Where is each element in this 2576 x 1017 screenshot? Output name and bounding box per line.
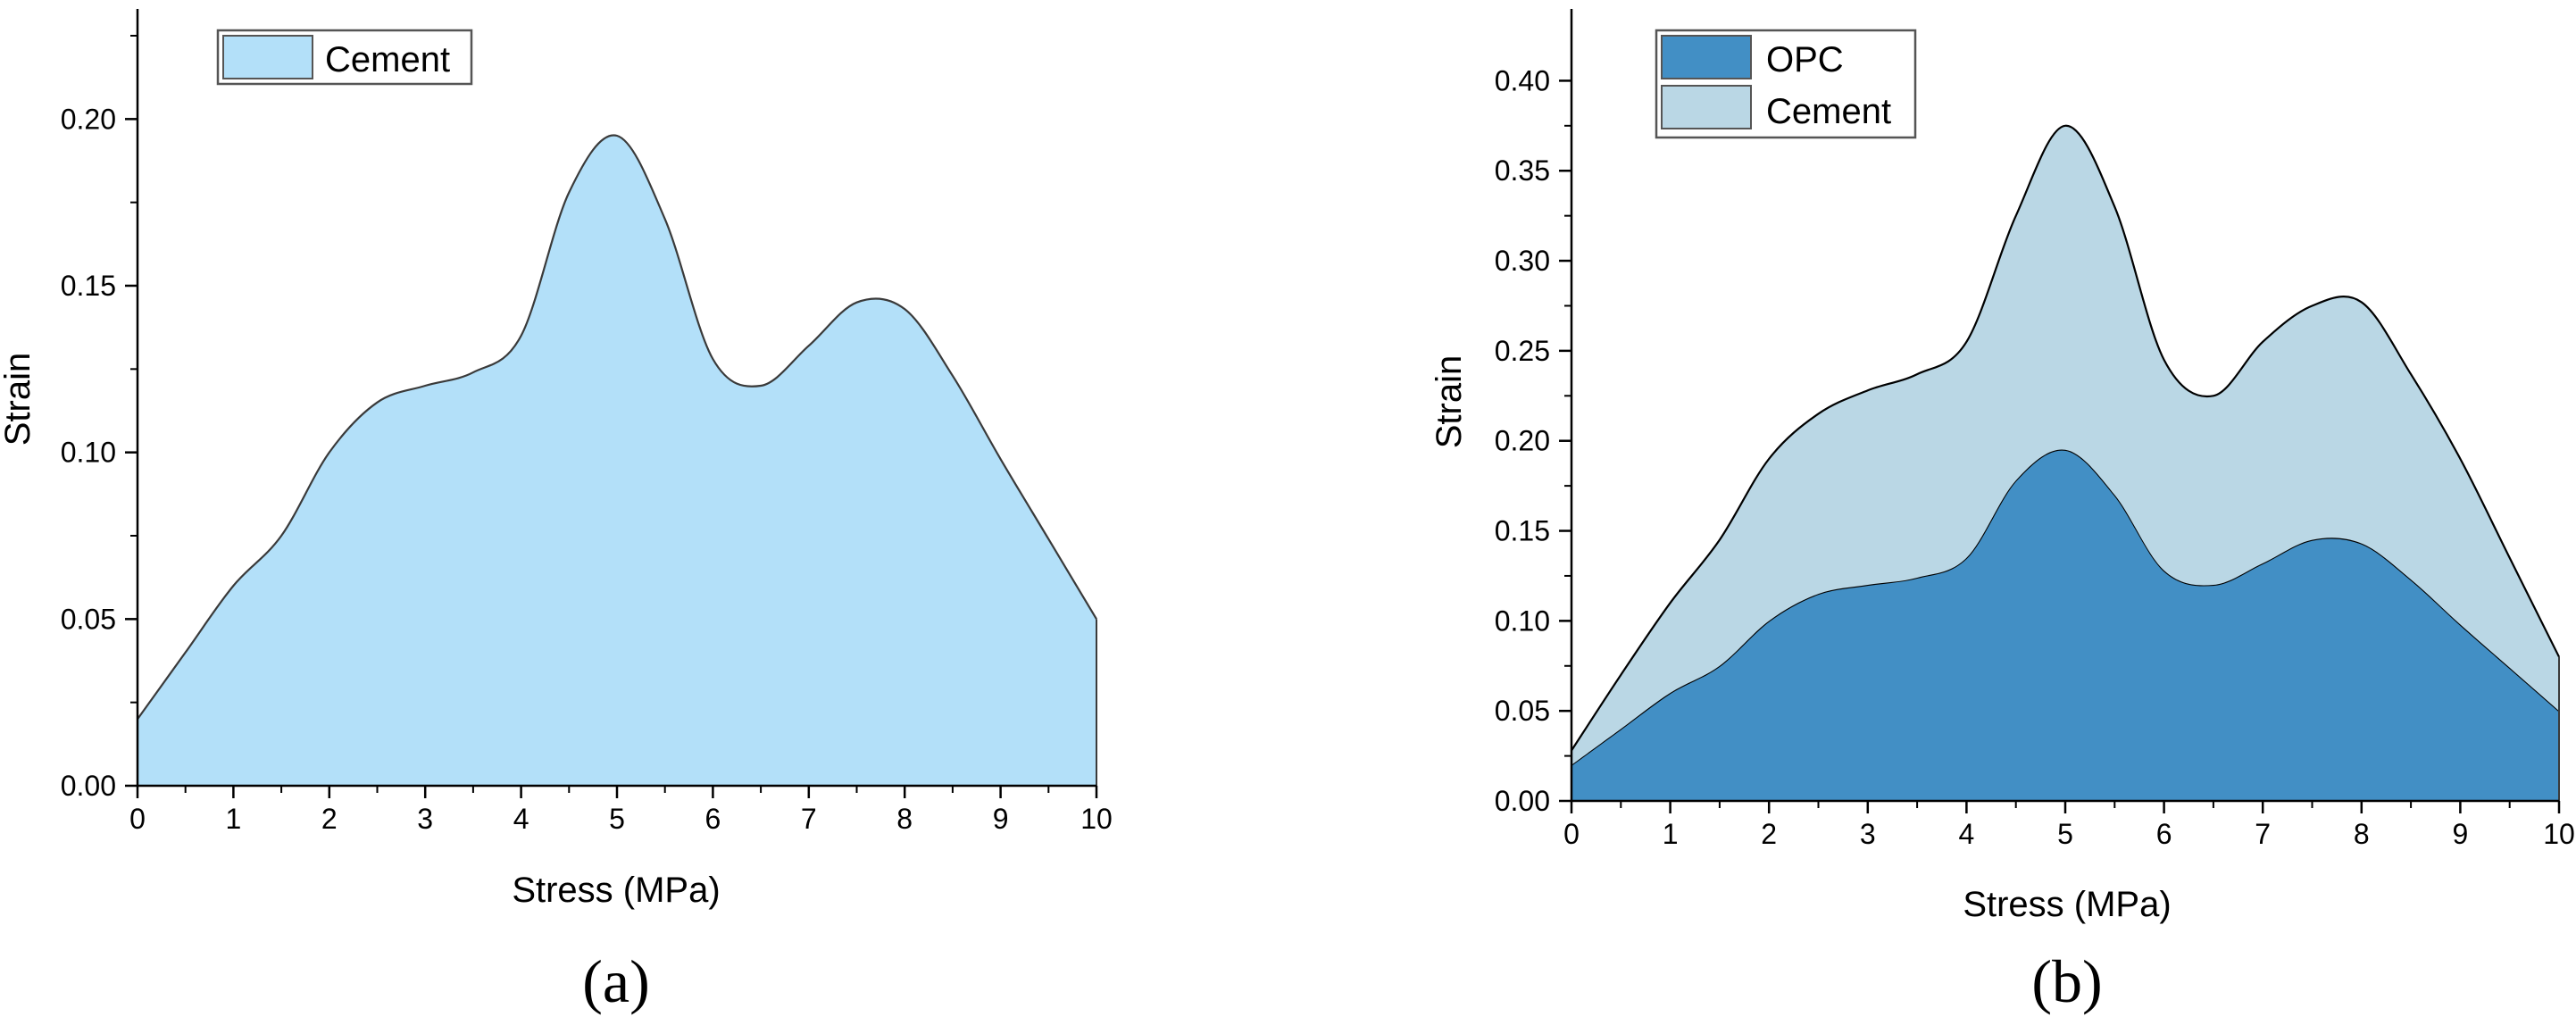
panel-b-y-tick-label: 0.15 <box>1495 515 1550 547</box>
panel-a-x-tick-label: 0 <box>129 803 146 835</box>
panel-a-y-axis-title: Strain <box>0 353 38 446</box>
panel-b-y-tick-label: 0.30 <box>1495 245 1550 277</box>
panel-b-x-axis-title: Stress (MPa) <box>1963 885 2171 924</box>
panel-b-legend-swatch-cement <box>1661 85 1752 129</box>
panel-a-x-tick-label: 8 <box>896 803 913 835</box>
panel-b-x-tick-label: 0 <box>1563 818 1580 850</box>
panel-b-x-tick-label: 2 <box>1761 818 1777 850</box>
panel-a-legend-label-cement: Cement <box>325 40 450 79</box>
panel-b-area-cement <box>1571 125 2559 765</box>
panel-b-x-tick-label: 9 <box>2453 818 2469 850</box>
panel-b-x-tick-label: 7 <box>2255 818 2271 850</box>
panel-a-y-tick-label: 0.20 <box>61 103 116 135</box>
panel-b-line-cement <box>1571 124 2560 752</box>
panel-b-y-tick-label: 0.40 <box>1495 64 1550 96</box>
panel-b-legend-label-opc: OPC <box>1766 40 1844 79</box>
panel-a-y-tick-label: 0.05 <box>61 603 116 635</box>
panel-a-x-tick-label: 10 <box>1080 803 1113 835</box>
panel-b-x-tick-label: 6 <box>2156 818 2172 850</box>
panel-a-chart: 0 1 2 3 4 5 6 7 8 9 10 0.00 0.05 0.10 0.15 0.20 <box>61 9 1113 835</box>
panel-a-label: (a) <box>582 947 649 1015</box>
panel-a-x-tick-label: 3 <box>417 803 433 835</box>
panel-a-x-tick-label: 4 <box>513 803 529 835</box>
panel-b-y-tick-label: 0.35 <box>1495 154 1550 187</box>
panel-b-x-tick-label: 3 <box>1860 818 1876 850</box>
panel-a-legend-swatch-cement <box>222 35 313 79</box>
panel-b-y-axis-title: Strain <box>1430 355 1469 449</box>
panel-a-x-tick-label: 1 <box>226 803 242 835</box>
panel-a-x-tick-label: 5 <box>609 803 625 835</box>
panel-b-x-tick-label: 10 <box>2543 818 2575 850</box>
panel-a-x-tick-label: 2 <box>321 803 338 835</box>
panel-a-legend <box>216 29 473 86</box>
panel-a-area-cement <box>138 135 1096 786</box>
panel-b-y-tick-label: 0.20 <box>1495 425 1550 457</box>
panel-b-x-tick-label: 5 <box>2057 818 2073 850</box>
panel-b-y-tick-label: 0.10 <box>1495 604 1550 637</box>
panel-b-chart: 0 1 2 3 4 5 6 7 8 9 10 0.00 0.05 0.10 0.15 0.20 0.25 0.30… <box>1495 9 2575 850</box>
panel-a-y-tick-label: 0.10 <box>61 437 116 469</box>
panel-a-y-tick-label: 0.15 <box>61 270 116 302</box>
panel-b-area-opc <box>1571 449 2559 801</box>
panel-b-x-tick-label: 1 <box>1663 818 1679 850</box>
panel-a-x-axis-title: Stress (MPa) <box>512 871 720 910</box>
panel-a-x-tick-label: 6 <box>705 803 721 835</box>
panel-a-x-tick-label: 7 <box>801 803 817 835</box>
panel-b-legend-label-cement: Cement <box>1766 92 1891 131</box>
panel-b-y-tick-label: 0.05 <box>1495 695 1550 727</box>
panel-a-y-tick-label: 0.00 <box>61 770 116 802</box>
panel-b-x-tick-label: 8 <box>2354 818 2370 850</box>
panel-b-legend-swatch-opc <box>1661 35 1752 79</box>
panel-b-label: (b) <box>2031 947 2102 1015</box>
panel-a-x-tick-label: 9 <box>993 803 1009 835</box>
panel-b-y-tick-label: 0.00 <box>1495 785 1550 817</box>
panel-b-y-tick-label: 0.25 <box>1495 335 1550 367</box>
panel-b-x-tick-label: 4 <box>1959 818 1975 850</box>
panel-a-line-cement <box>137 134 1097 720</box>
panel-b-legend <box>1655 29 1917 139</box>
